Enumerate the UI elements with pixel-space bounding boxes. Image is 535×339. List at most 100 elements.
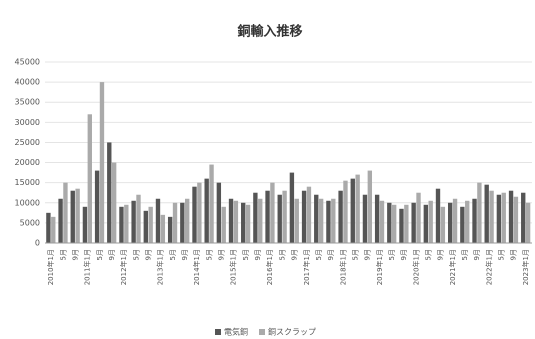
bar (326, 200, 331, 243)
x-tick-label: 2022年1月 (484, 249, 493, 285)
bar (367, 170, 373, 243)
bar (289, 172, 295, 243)
bar (228, 198, 234, 243)
bar (318, 198, 324, 243)
x-tick-label: 2011年1月 (83, 249, 92, 285)
bar (119, 206, 124, 243)
bar (107, 142, 112, 243)
bar (216, 182, 222, 243)
x-tick-label: 5月 (169, 249, 177, 260)
x-tick-label: 5月 (132, 249, 140, 260)
bar (447, 202, 453, 243)
bar (411, 202, 416, 243)
bar (172, 202, 178, 243)
x-tick-label: 9月 (181, 249, 189, 260)
y-tick-label: 25000 (15, 138, 40, 147)
bar (521, 192, 526, 243)
bar (99, 82, 105, 243)
x-tick-label: 2014年1月 (192, 249, 201, 285)
bar (70, 190, 75, 243)
bar (362, 194, 368, 243)
y-tick-label: 35000 (15, 98, 40, 107)
bar (489, 190, 494, 243)
bar (258, 198, 263, 243)
bar (197, 182, 202, 243)
x-tick-label: 5月 (461, 249, 469, 260)
bar (51, 216, 56, 243)
legend-label: 電気銅 (224, 327, 248, 337)
x-tick-label: 2012年1月 (119, 249, 128, 285)
bar (435, 188, 441, 243)
x-tick-label: 9月 (473, 249, 481, 260)
bar (440, 206, 446, 243)
legend-swatch (259, 329, 265, 335)
y-tick-label: 0 (35, 239, 40, 248)
bar (63, 182, 68, 243)
bar (265, 190, 270, 243)
x-tick-label: 9月 (218, 249, 226, 260)
bar (355, 174, 360, 243)
bar (508, 190, 514, 243)
x-tick-label: 5月 (205, 249, 213, 260)
bar (477, 182, 482, 243)
bar (331, 198, 336, 243)
bar (472, 198, 477, 243)
bar (94, 170, 100, 243)
bar (221, 206, 226, 243)
bar (343, 180, 348, 243)
x-tick-label: 2016年1月 (265, 249, 274, 285)
bar (399, 208, 404, 243)
y-tick-label: 15000 (15, 178, 40, 187)
bar (46, 212, 51, 243)
x-tick-label: 2021年1月 (448, 249, 457, 285)
x-tick-label: 5月 (59, 249, 67, 260)
bar (460, 206, 465, 243)
legend-swatch (215, 329, 221, 335)
bar (428, 200, 433, 243)
bar (245, 204, 251, 243)
bar (136, 194, 141, 243)
x-tick-label: 2010年1月 (46, 249, 55, 285)
bar (484, 184, 489, 243)
bar (209, 164, 214, 243)
bar (233, 200, 239, 243)
x-tick-label: 5月 (242, 249, 250, 260)
bar (204, 178, 209, 243)
bar (525, 202, 531, 243)
x-tick-label: 5月 (96, 249, 104, 260)
x-tick-label: 9月 (291, 249, 299, 260)
x-tick-label: 9月 (254, 249, 262, 260)
bar (350, 178, 355, 243)
y-tick-label: 40000 (15, 78, 40, 87)
bar (294, 198, 299, 243)
bar (404, 204, 409, 243)
bar (496, 194, 502, 243)
bar (391, 204, 397, 243)
bar (167, 216, 173, 243)
x-tick-label: 5月 (278, 249, 286, 260)
bar (148, 206, 153, 243)
x-tick-label: 5月 (425, 249, 433, 260)
bar (379, 200, 385, 243)
y-tick-label: 5000 (20, 218, 40, 227)
bar (452, 198, 458, 243)
bar (374, 194, 380, 243)
x-tick-label: 2023年1月 (521, 249, 530, 285)
bar (58, 198, 63, 243)
x-tick-label: 5月 (351, 249, 359, 260)
bar (282, 190, 287, 243)
x-tick-label: 9月 (144, 249, 152, 260)
x-tick-label: 9月 (327, 249, 335, 260)
bar (465, 200, 470, 243)
bar (131, 200, 136, 243)
x-tick-label: 5月 (498, 249, 506, 260)
bar (301, 190, 307, 243)
x-tick-label: 5月 (315, 249, 323, 260)
bar (338, 190, 343, 243)
bar (87, 114, 92, 244)
x-tick-label: 2015年1月 (229, 249, 238, 285)
x-tick-label: 2019年1月 (375, 249, 384, 285)
bar (82, 206, 88, 243)
bar (513, 196, 519, 243)
